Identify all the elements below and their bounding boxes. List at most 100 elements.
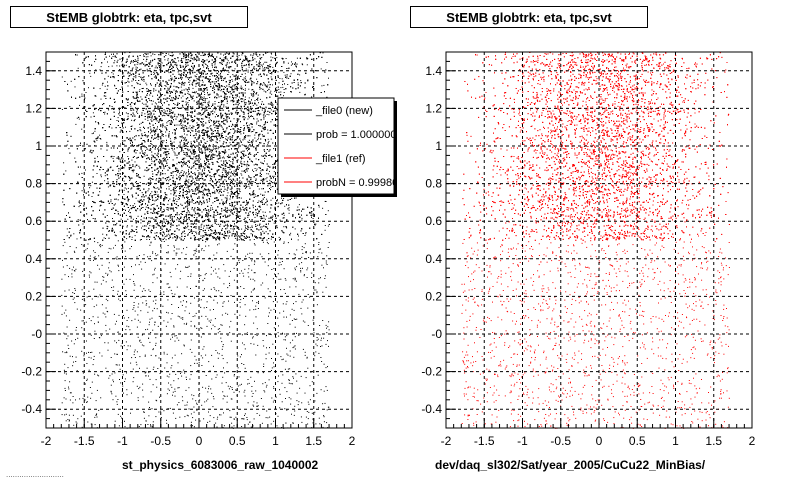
scatter-point <box>113 77 115 79</box>
scatter-point <box>199 229 201 231</box>
scatter-point <box>260 113 262 115</box>
scatter-point <box>109 167 111 169</box>
scatter-point <box>247 69 249 71</box>
scatter-point <box>223 186 225 188</box>
scatter-point <box>165 131 167 133</box>
scatter-point <box>218 154 219 156</box>
scatter-point <box>294 228 296 230</box>
scatter-point <box>210 81 212 83</box>
scatter-point <box>256 69 258 71</box>
scatter-point <box>260 209 262 211</box>
scatter-point <box>144 113 146 115</box>
scatter-point <box>180 136 182 138</box>
scatter-point <box>268 114 270 116</box>
scatter-point <box>187 92 189 94</box>
scatter-point <box>234 131 236 133</box>
scatter-point <box>240 140 241 142</box>
scatter-point <box>243 161 245 163</box>
scatter-point <box>225 93 227 95</box>
scatter-point <box>151 103 153 105</box>
scatter-point <box>173 85 175 87</box>
scatter-point <box>158 146 159 148</box>
scatter-point <box>240 235 242 237</box>
scatter-point <box>186 190 187 192</box>
scatter-point <box>189 94 191 96</box>
scatter-point <box>141 192 143 194</box>
scatter-point <box>141 102 143 104</box>
scatter-point <box>82 223 84 225</box>
scatter-point <box>270 90 272 92</box>
scatter-point <box>228 154 230 156</box>
scatter-point <box>166 188 167 190</box>
scatter-point <box>182 190 184 192</box>
scatter-point <box>238 102 240 104</box>
scatter-point <box>212 145 214 147</box>
scatter-point <box>188 219 190 221</box>
scatter-point <box>147 70 148 72</box>
scatter-point <box>145 56 147 58</box>
scatter-point <box>154 111 156 112</box>
scatter-point <box>165 80 167 82</box>
scatter-point <box>161 124 163 126</box>
scatter-point <box>196 139 197 141</box>
scatter-point <box>181 121 183 123</box>
scatter-point <box>211 136 212 138</box>
scatter-point <box>226 128 228 130</box>
scatter-point <box>195 152 197 154</box>
scatter-point <box>260 170 262 172</box>
scatter-point <box>259 88 261 90</box>
scatter-point <box>298 213 300 215</box>
scatter-point <box>190 120 192 122</box>
scatter-point <box>125 214 127 216</box>
scatter-point <box>221 132 223 134</box>
scatter-point <box>157 194 159 196</box>
scatter-point <box>299 74 301 76</box>
scatter-point <box>227 192 229 194</box>
scatter-point <box>255 61 257 63</box>
scatter-point <box>261 200 263 201</box>
scatter-point <box>147 115 149 117</box>
scatter-point <box>208 213 210 215</box>
scatter-point <box>206 106 208 108</box>
scatter-point <box>106 143 108 145</box>
scatter-point <box>164 173 166 175</box>
scatter-point <box>246 204 248 206</box>
scatter-point <box>253 164 255 166</box>
scatter-point <box>192 84 194 86</box>
scatter-point <box>217 132 219 134</box>
scatter-point <box>271 204 273 206</box>
scatter-point <box>138 90 140 92</box>
scatter-point <box>281 78 283 80</box>
scatter-point <box>106 88 108 90</box>
scatter-point <box>191 201 193 203</box>
scatter-point <box>84 106 86 108</box>
scatter-point <box>185 184 187 186</box>
scatter-point <box>158 73 160 75</box>
scatter-point <box>269 184 271 186</box>
scatter-point <box>171 208 173 210</box>
scatter-point <box>139 239 141 241</box>
scatter-point <box>216 169 218 171</box>
scatter-point <box>202 235 204 237</box>
scatter-point <box>137 67 138 69</box>
scatter-point <box>228 62 230 64</box>
scatter-point <box>216 233 218 235</box>
scatter-point <box>261 109 263 111</box>
scatter-point <box>196 239 198 240</box>
scatter-point <box>128 210 129 212</box>
scatter-point <box>186 215 187 217</box>
scatter-point <box>229 195 231 197</box>
scatter-point <box>155 89 157 91</box>
scatter-point <box>205 157 206 159</box>
scatter-point <box>182 196 184 198</box>
scatter-point <box>182 164 184 166</box>
scatter-point <box>209 138 210 140</box>
scatter-point <box>173 151 175 153</box>
scatter-point <box>145 208 146 210</box>
scatter-point <box>193 92 195 93</box>
scatter-point <box>159 215 161 217</box>
scatter-point <box>134 161 136 163</box>
scatter-point <box>129 180 131 181</box>
scatter-point <box>274 175 276 177</box>
scatter-point <box>208 229 210 231</box>
